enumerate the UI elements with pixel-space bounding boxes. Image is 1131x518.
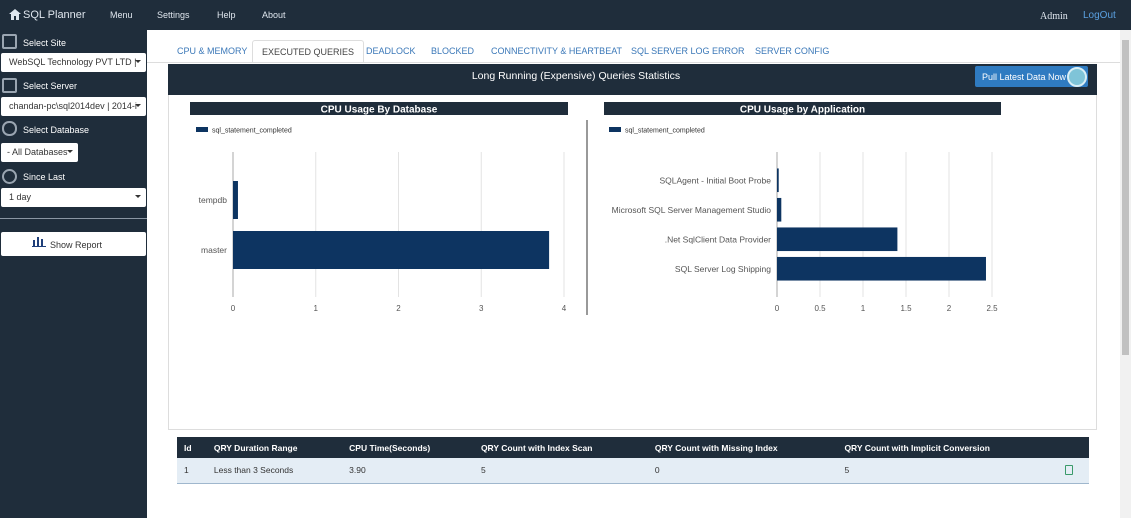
chart-title: CPU Usage By Database <box>321 105 438 116</box>
divider <box>0 218 147 219</box>
tab[interactable]: CONNECTIVITY & HEARTBEAT <box>491 46 623 56</box>
table-cell: Less than 3 Seconds <box>206 458 343 484</box>
scrollbar[interactable] <box>1120 30 1131 518</box>
legend-swatch <box>609 127 621 132</box>
panel-title: Long Running (Expensive) Queries Statist… <box>471 70 681 82</box>
table-cell-action <box>1058 458 1089 484</box>
bar[interactable] <box>777 227 898 252</box>
x-tick-label: 1.5 <box>900 304 912 313</box>
show-report-button[interactable]: Show Report <box>1 232 146 256</box>
since-label: Since Last <box>23 172 66 182</box>
column-header: QRY Duration Range <box>206 437 343 458</box>
y-tick-label: SQLAgent - Initial Boot Probe <box>659 175 771 185</box>
y-tick-label: .Net SqlClient Data Provider <box>665 234 771 244</box>
table-body: 1 Less than 3 Seconds 3.90 5 0 5 <box>177 458 1089 484</box>
report-icon <box>32 237 46 247</box>
x-tick-label: 2.5 <box>986 304 998 313</box>
pull-data-button[interactable]: Pull Latest Data Now <box>975 66 1088 87</box>
chart-title-bar <box>604 102 1001 115</box>
chart-title-bar <box>190 102 568 115</box>
site-icon <box>2 34 17 49</box>
site-label: Select Site <box>23 38 67 48</box>
tab[interactable]: CPU & MEMORY <box>177 46 248 56</box>
tab[interactable]: DEADLOCK <box>366 46 416 56</box>
nav-menu[interactable]: Menu <box>110 10 133 20</box>
search-icon <box>1067 67 1087 87</box>
panel-body: CPU Usage By Database sql_statement_compl… <box>168 95 1097 430</box>
tab[interactable]: BLOCKED <box>431 46 475 56</box>
charts: CPU Usage By Database sql_statement_compl… <box>190 102 1001 315</box>
y-tick-label: Microsoft SQL Server Management Studio <box>612 205 772 215</box>
x-tick-label: 1 <box>314 304 319 313</box>
column-header: QRY Count with Index Scan <box>473 437 648 458</box>
user[interactable]: Admin <box>1040 11 1068 22</box>
table-cell: 0 <box>647 458 838 484</box>
bar[interactable] <box>777 168 779 193</box>
panel-header: Long Running (Expensive) Queries Statist… <box>168 64 1097 95</box>
nav-settings[interactable]: Settings <box>157 10 190 20</box>
clipboard-icon[interactable] <box>1065 465 1074 476</box>
legend-label[interactable]: sql_statement_completed <box>212 128 292 135</box>
database-icon <box>2 121 17 136</box>
nav-help[interactable]: Help <box>217 10 236 20</box>
tab-border <box>147 62 1120 63</box>
table-cell: 3.90 <box>342 458 474 484</box>
x-tick-label: 2 <box>396 304 401 313</box>
legend-label[interactable]: sql_statement_completed <box>625 128 705 135</box>
x-tick-label: 3 <box>479 304 484 313</box>
x-tick-label: 4 <box>562 304 567 313</box>
bar[interactable] <box>777 256 986 281</box>
table-cell: 5 <box>473 458 648 484</box>
bar[interactable] <box>233 231 550 269</box>
x-tick-label: 1 <box>861 304 866 313</box>
clock-icon <box>2 169 17 184</box>
nav-about[interactable]: About <box>262 10 286 20</box>
brand[interactable]: SQL Planner <box>23 9 86 21</box>
bar[interactable] <box>777 197 782 222</box>
tab[interactable]: SQL SERVER LOG ERROR <box>631 46 745 56</box>
scroll-thumb[interactable] <box>1122 40 1129 355</box>
x-tick-label: 0.5 <box>814 304 826 313</box>
server-label: Select Server <box>23 81 78 91</box>
y-tick-label: master <box>201 245 227 255</box>
column-header: CPU Time(Seconds) <box>342 437 474 458</box>
x-tick-label: 2 <box>947 304 952 313</box>
bar[interactable] <box>233 181 238 219</box>
since-select[interactable]: 1 day <box>1 188 146 207</box>
sidebar: Select Site WebSQL Technology PVT LTD | … <box>0 30 147 518</box>
navbar: SQL Planner Menu Settings Help About Adm… <box>0 0 1131 30</box>
server-select[interactable]: chandan-pc\sql2014dev | 2014-i <box>1 97 146 116</box>
chart-title: CPU Usage by Application <box>740 105 865 116</box>
database-select[interactable]: - All Databases <box>1 143 78 162</box>
stats-table: Id QRY Duration Range CPU Time(Seconds) QRY… <box>177 437 1089 484</box>
home-icon <box>9 9 21 20</box>
column-header: QRY Count with Missing Index <box>647 437 838 458</box>
column-header-empty <box>1058 437 1089 458</box>
x-tick-label: 0 <box>775 304 780 313</box>
site-select[interactable]: WebSQL Technology PVT LTD | <box>1 53 146 72</box>
column-header: Id <box>177 437 207 458</box>
y-tick-label: SQL Server Log Shipping <box>675 264 771 274</box>
table-header: Id QRY Duration Range CPU Time(Seconds) QRY… <box>177 437 1089 458</box>
x-tick-label: 0 <box>231 304 236 313</box>
table-row: 1 Less than 3 Seconds 3.90 5 0 5 <box>177 458 1089 484</box>
table-cell: 1 <box>177 458 207 484</box>
tab[interactable]: SERVER CONFIG <box>755 46 830 56</box>
tab[interactable]: EXECUTED QUERIES <box>252 40 365 63</box>
database-label: Select Database <box>23 125 90 135</box>
logout[interactable]: LogOut <box>1083 10 1116 21</box>
table-cell: 5 <box>837 458 1059 484</box>
legend-swatch <box>196 127 208 132</box>
y-tick-label: tempdb <box>199 195 228 205</box>
server-icon <box>2 78 17 93</box>
column-header: QRY Count with Implicit Conversion <box>837 437 1059 458</box>
